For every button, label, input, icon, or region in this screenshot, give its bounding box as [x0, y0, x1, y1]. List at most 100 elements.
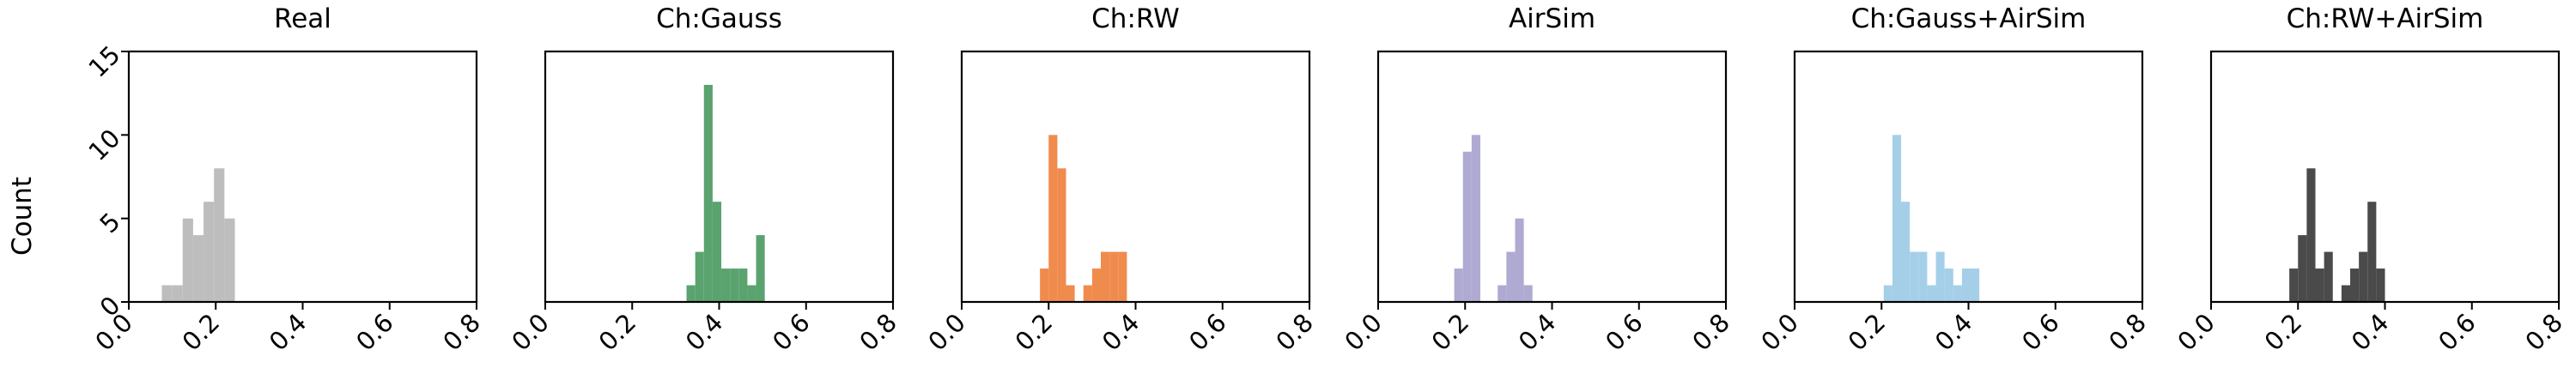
x-tick-label: 0.8 — [2519, 308, 2568, 357]
x-tick-label: 0.4 — [1929, 308, 1978, 357]
panel-ch-gauss: Ch:Gauss 0.0 0.2 0.4 0.6 0.8 — [506, 3, 902, 357]
histogram-bar — [182, 218, 193, 302]
histogram-bar — [1523, 285, 1533, 302]
panel-ch-gauss-airsim: Ch:Gauss+AirSim 0.0 0.2 0.4 0.6 0.8 — [1755, 3, 2152, 357]
histogram-bar — [747, 285, 756, 302]
histogram-bar — [172, 285, 183, 302]
histogram-bar — [1883, 285, 1893, 302]
histogram-bar — [695, 251, 704, 302]
x-tick-label: 0.0 — [506, 308, 555, 357]
x-tick-label: 0.0 — [1339, 308, 1388, 357]
histogram-bar — [730, 268, 739, 302]
x-tick-label: 0.8 — [2103, 308, 2152, 357]
x-tick-label: 0.2 — [1426, 308, 1475, 357]
histogram-bar — [1454, 268, 1463, 302]
y-tick-label: 10 — [82, 124, 125, 166]
plot-frame — [960, 50, 1311, 304]
histogram-bar — [1944, 268, 1953, 302]
histogram-bar — [1101, 251, 1110, 302]
histogram-bar — [712, 202, 722, 302]
histogram-bar — [1910, 251, 1919, 302]
histogram-bar — [1918, 251, 1928, 302]
histogram-bar — [224, 218, 235, 302]
x-tick-label: 0.2 — [1010, 308, 1059, 357]
y-tick-label: 15 — [82, 40, 125, 83]
x-tick-label: 0.6 — [2433, 308, 2482, 357]
histogram-bar — [738, 268, 748, 302]
panel-title: AirSim — [1509, 3, 1595, 34]
y-tick-label: 5 — [94, 207, 126, 238]
panel-title: Ch:Gauss+AirSim — [1851, 3, 2087, 34]
histogram-bar — [1109, 251, 1119, 302]
panel-title: Ch:RW+AirSim — [2287, 3, 2484, 34]
histogram-bar — [2367, 202, 2377, 302]
histogram-bar — [2324, 251, 2333, 302]
histogram-bar — [161, 285, 173, 302]
x-tick-label: 0.6 — [350, 308, 399, 357]
x-tick-label: 0.0 — [1755, 308, 1804, 357]
histogram-bar — [2306, 168, 2316, 302]
x-tick-label: 0.2 — [1843, 308, 1892, 357]
histogram-bar — [686, 285, 696, 302]
x-tick-label: 0.6 — [1600, 308, 1649, 357]
histogram-bar — [1066, 285, 1075, 302]
histogram-bar — [703, 84, 713, 303]
histogram-bar — [1498, 285, 1507, 302]
histogram-bar — [204, 202, 215, 302]
histogram-bar — [2289, 268, 2299, 302]
x-tick-label: 0.2 — [177, 308, 226, 357]
y-axis-label: Count — [7, 177, 38, 256]
histogram-bar — [192, 235, 204, 302]
histogram-bar — [1515, 218, 1524, 302]
histogram-bar — [1927, 285, 1936, 302]
plot-frame — [1793, 50, 2144, 304]
histogram-bar — [1091, 268, 1102, 302]
x-tick-label: 0.4 — [680, 308, 729, 357]
x-tick-label: 0.2 — [2259, 308, 2308, 357]
histogram-bar — [1901, 202, 1911, 302]
histogram-bar — [1935, 251, 1945, 302]
panel-ch-rw: Ch:RW 0.0 0.2 0.4 0.6 0.8 — [922, 3, 1319, 357]
histogram-bar — [1953, 285, 1962, 302]
x-tick-label: 0.6 — [767, 308, 816, 357]
histogram-bar — [1048, 135, 1058, 302]
x-tick-label: 0.8 — [1686, 308, 1735, 357]
plot-frame — [127, 50, 478, 304]
x-tick-label: 0.6 — [2016, 308, 2065, 357]
panel-title: Ch:RW — [1091, 3, 1180, 34]
plot-frame — [1376, 50, 1728, 304]
x-tick-label: 0.0 — [922, 308, 971, 357]
x-tick-label: 0.8 — [1270, 308, 1319, 357]
histogram-bar — [1462, 151, 1472, 302]
histogram-bar — [756, 235, 765, 302]
histogram-bar — [1471, 135, 1480, 302]
histogram-bar — [2350, 268, 2360, 302]
histogram-bar — [1057, 168, 1066, 302]
histogram-bar — [1506, 251, 1516, 302]
x-tick-label: 0.4 — [1513, 308, 1562, 357]
panel-airsim: AirSim 0.0 0.2 0.4 0.6 0.8 — [1339, 3, 1735, 357]
histogram-bar — [2315, 268, 2324, 302]
x-tick-label: 0.8 — [854, 308, 902, 357]
histogram-bar — [1040, 268, 1049, 302]
histogram-bar — [2359, 251, 2368, 302]
histogram-bar — [1971, 268, 1980, 302]
x-tick-label: 0.2 — [593, 308, 642, 357]
histogram-bar — [214, 168, 225, 302]
x-tick-label: 0.4 — [1097, 308, 1145, 357]
histogram-bar — [2298, 235, 2307, 302]
histogram-bar — [2376, 268, 2385, 302]
plot-frame — [2209, 50, 2561, 304]
histogram-bar — [2341, 285, 2351, 302]
x-tick-label: 0.6 — [1183, 308, 1232, 357]
histogram-bar — [721, 268, 731, 302]
panel-title: Real — [274, 3, 331, 34]
x-tick-label: 0.8 — [437, 308, 486, 357]
x-tick-label: 0.0 — [2172, 308, 2221, 357]
x-tick-label: 0.4 — [264, 308, 313, 357]
panel-title: Ch:Gauss — [656, 3, 782, 34]
histogram-bar — [1892, 135, 1902, 302]
histogram-bar — [1961, 268, 1971, 302]
